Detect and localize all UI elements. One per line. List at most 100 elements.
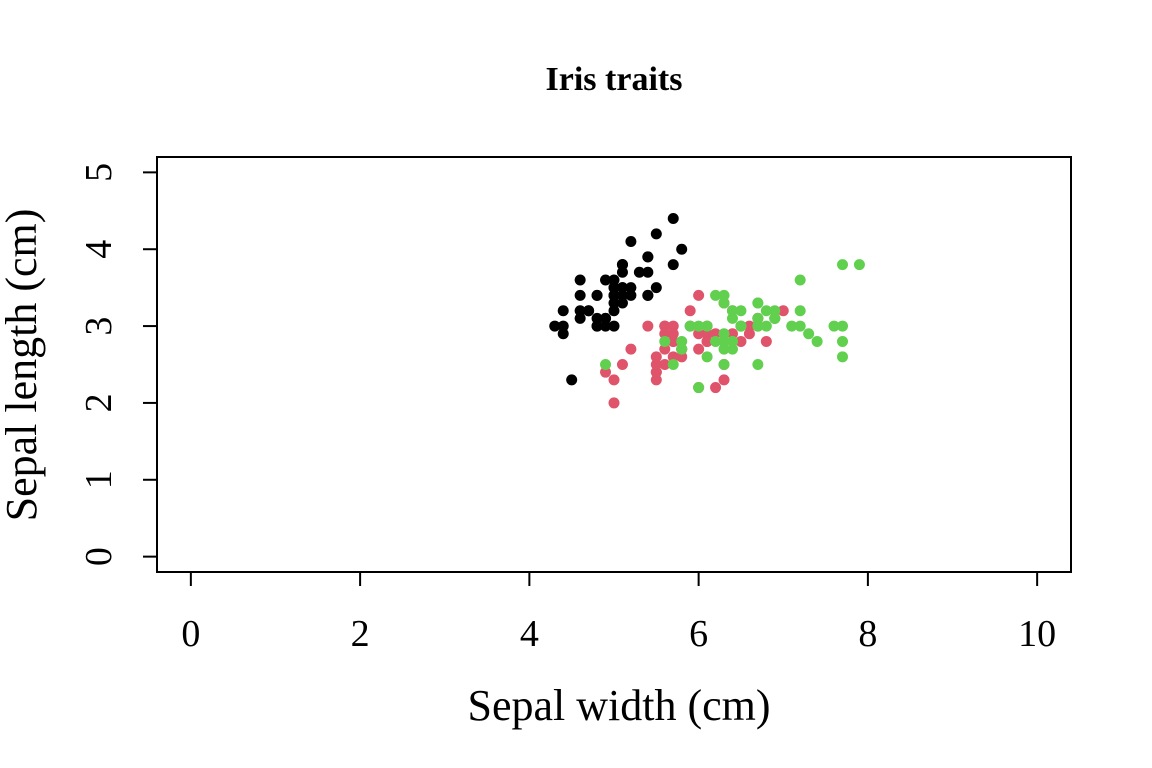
data-point-series-3 — [752, 297, 764, 309]
data-point-series-3 — [786, 320, 798, 332]
data-point-series-1 — [650, 228, 662, 240]
data-point-series-3 — [701, 320, 713, 332]
data-point-series-2 — [743, 320, 755, 332]
y-axis: 0 1 2 3 4 5 — [78, 163, 158, 566]
data-point-series-3 — [718, 359, 730, 370]
data-point-series-3 — [710, 289, 722, 301]
data-point-series-1 — [557, 320, 569, 332]
data-point-series-3 — [752, 320, 764, 332]
data-point-series-2 — [608, 397, 620, 409]
data-point-series-1 — [557, 328, 569, 340]
data-point-series-1 — [625, 236, 637, 248]
y-tick-label: 3 — [78, 317, 120, 336]
y-tick-label: 5 — [78, 163, 120, 182]
data-point-series-2 — [777, 305, 789, 317]
data-point-series-2 — [693, 328, 705, 340]
data-point-series-1 — [616, 266, 628, 278]
data-point-series-2 — [650, 359, 662, 370]
data-point-series-3 — [676, 343, 688, 355]
data-point-series-3 — [837, 320, 848, 332]
plot-frame — [156, 156, 1072, 573]
data-point-series-1 — [642, 289, 654, 301]
data-point-series-1 — [608, 305, 620, 317]
data-point-series-2 — [760, 335, 772, 347]
data-point-series-3 — [837, 335, 848, 347]
data-point-series-3 — [600, 359, 612, 370]
data-point-series-2 — [743, 328, 755, 340]
data-point-series-1 — [642, 266, 654, 278]
data-point-series-1 — [633, 266, 645, 278]
data-point-series-1 — [574, 274, 586, 286]
chart-title: Iris traits — [546, 61, 683, 98]
x-tick-label: 8 — [858, 613, 877, 655]
data-point-series-1 — [608, 282, 620, 294]
data-point-series-3 — [726, 335, 738, 347]
data-point-series-1 — [591, 320, 603, 332]
data-point-series-1 — [600, 320, 612, 332]
data-point-series-1 — [667, 212, 679, 224]
data-point-series-3 — [803, 328, 815, 340]
data-point-series-3 — [726, 305, 738, 317]
data-point-series-3 — [794, 320, 806, 332]
data-point-series-2 — [667, 328, 679, 340]
data-point-series-2 — [667, 335, 679, 347]
data-point-series-2 — [718, 374, 730, 386]
data-point-series-2 — [684, 305, 696, 317]
data-point-series-2 — [693, 343, 705, 355]
data-point-series-1 — [600, 274, 612, 286]
data-point-series-1 — [625, 289, 637, 301]
data-point-series-3 — [794, 305, 806, 317]
data-point-series-3 — [837, 259, 848, 271]
data-point-series-1 — [650, 282, 662, 294]
data-point-series-2 — [659, 320, 671, 332]
data-point-series-1 — [566, 374, 578, 386]
data-point-series-2 — [600, 366, 612, 378]
data-point-series-3 — [718, 343, 730, 355]
data-point-series-3 — [718, 335, 730, 347]
data-point-series-3 — [701, 351, 713, 363]
data-point-series-3 — [769, 312, 781, 324]
data-point-series-3 — [726, 312, 738, 324]
y-tick-label: 2 — [78, 393, 120, 412]
x-tick-label: 0 — [181, 613, 200, 655]
data-point-series-2 — [667, 351, 679, 363]
data-point-series-3 — [794, 274, 806, 286]
data-point-series-3 — [667, 359, 679, 370]
data-point-series-1 — [616, 289, 628, 301]
data-point-series-3 — [718, 328, 730, 340]
data-point-series-3 — [735, 305, 747, 317]
data-point-series-1 — [616, 297, 628, 309]
x-axis-title: Sepal width (cm) — [467, 681, 770, 730]
data-point-series-2 — [710, 328, 722, 340]
data-point-series-1 — [642, 251, 654, 263]
data-point-series-1 — [667, 259, 679, 271]
data-point-series-1 — [616, 259, 628, 271]
data-point-series-1 — [591, 312, 603, 324]
data-point-series-3 — [752, 359, 764, 370]
data-point-series-3 — [710, 335, 722, 347]
data-point-series-2 — [659, 359, 671, 370]
y-axis-title: Sepal length (cm) — [0, 209, 46, 522]
data-point-series-2 — [667, 320, 679, 332]
data-point-series-3 — [659, 335, 671, 347]
data-point-series-3 — [760, 320, 772, 332]
data-points — [549, 212, 865, 409]
data-point-series-2 — [726, 328, 738, 340]
data-point-series-1 — [608, 320, 620, 332]
x-tick-label: 4 — [520, 613, 539, 655]
data-point-series-1 — [574, 305, 586, 317]
data-point-series-2 — [659, 343, 671, 355]
data-point-series-2 — [701, 335, 713, 347]
x-axis: 0 2 4 6 8 10 — [181, 571, 1056, 655]
data-point-series-2 — [642, 320, 654, 332]
data-point-series-1 — [608, 289, 620, 301]
data-point-series-3 — [676, 335, 688, 347]
data-point-series-3 — [718, 297, 730, 309]
data-point-series-3 — [718, 289, 730, 301]
y-tick-label: 1 — [78, 470, 120, 489]
x-tick-label: 2 — [351, 613, 370, 655]
data-point-series-2 — [676, 351, 688, 363]
data-point-series-3 — [684, 320, 696, 332]
data-point-series-1 — [583, 305, 595, 317]
